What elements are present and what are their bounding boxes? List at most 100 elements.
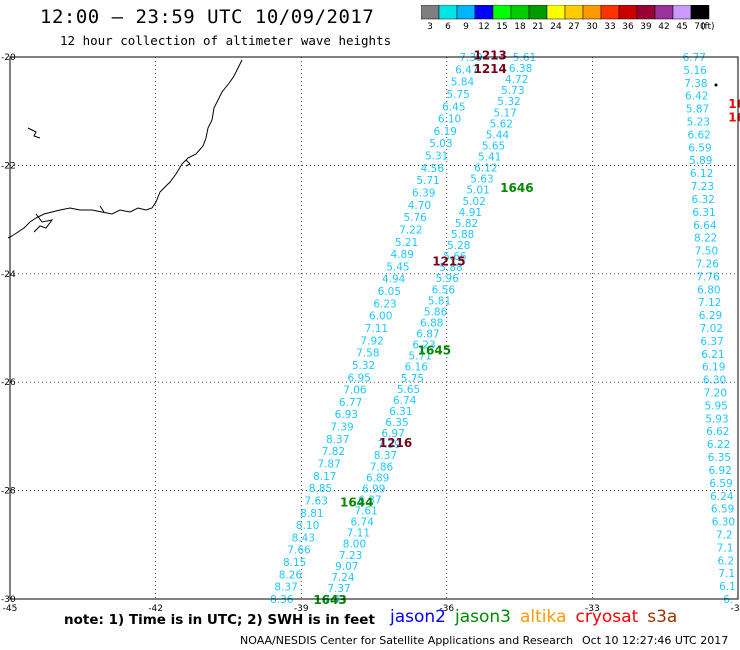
colorbar-label: 45 bbox=[676, 22, 687, 31]
lon-tick-label: -42 bbox=[148, 604, 163, 614]
colorbar-label: 18 bbox=[514, 22, 526, 31]
wave-height-value: 5.03 bbox=[429, 138, 452, 150]
pass-time-label: 1216 bbox=[379, 436, 412, 450]
wave-height-value: 7.06 bbox=[343, 385, 367, 397]
wave-height-value: 7.02 bbox=[700, 323, 723, 335]
wave-height-value: 5.71 bbox=[408, 351, 431, 363]
wave-height-value: 6.45 bbox=[442, 101, 465, 113]
wave-height-value: 6.23 bbox=[412, 340, 435, 352]
credit-text: NOAA/NESDIS Center for Satellite Applica… bbox=[240, 634, 574, 647]
wave-height-value: 6.74 bbox=[393, 395, 417, 407]
wave-height-value: 5.61 bbox=[513, 52, 536, 64]
wave-height-value: 6.30 bbox=[703, 375, 726, 387]
pass-time-label: 1643 bbox=[313, 593, 346, 607]
map-title: 12:00 – 23:59 UTC 10/09/2017 bbox=[40, 6, 375, 28]
wave-height-value: 5.62 bbox=[490, 118, 513, 130]
wave-height-value: 6.93 bbox=[335, 409, 358, 421]
wave-height-value: 6.47 bbox=[455, 64, 478, 76]
wave-height-value: 5.32 bbox=[352, 360, 375, 372]
wave-height-value: 5.66 bbox=[443, 251, 467, 263]
wave-height-value: 5.88 bbox=[439, 262, 462, 274]
wave-height-value: 7.11 bbox=[347, 528, 370, 540]
legend-item-jason2: jason2 bbox=[390, 607, 446, 627]
wave-height-value: 5.16 bbox=[683, 65, 707, 77]
wave-height-value: 6.24 bbox=[710, 491, 734, 503]
colorbar: 3 6 9 12 15 18 21 24 27 30 33 36 39 42 45 70(ft) bbox=[421, 5, 715, 31]
pass-time-label: 161 bbox=[728, 111, 740, 125]
colorbar-label: 6 bbox=[445, 22, 451, 31]
colorbar-label: 12 bbox=[478, 22, 489, 31]
coastline-path bbox=[7, 59, 243, 239]
colorbar-label: 24 bbox=[550, 22, 562, 31]
axis-ticks: -45 -42 -39 -36 -33 -30 -20 -22 -24 -26 -28 -30 bbox=[1, 53, 740, 614]
wave-height-value: 7.39 bbox=[378, 439, 401, 451]
wave-height-value: 6.19 bbox=[702, 362, 725, 374]
colorbar-label: 27 bbox=[568, 22, 579, 31]
wave-height-value: 4.70 bbox=[408, 200, 431, 212]
wave-height-value: 6.95 bbox=[348, 372, 371, 384]
wave-height-value: 8.00 bbox=[343, 539, 366, 551]
wave-height-value: 6.87 bbox=[416, 329, 439, 341]
coastline bbox=[7, 59, 243, 239]
legend-item-jason3: jason3 bbox=[455, 607, 511, 627]
wave-height-value: 6.12 bbox=[474, 163, 497, 175]
wave-height-value: 6.62 bbox=[687, 129, 710, 141]
wave-height-value: 5.65 bbox=[397, 384, 420, 396]
credit-date: Oct 10 12:27:46 UTC 2017 bbox=[582, 634, 729, 647]
wave-height-value: 6.74 bbox=[351, 517, 375, 529]
satellite-legend: jason2 jason3 altika cryosat s3a bbox=[390, 607, 686, 627]
wave-height-value: 6.31 bbox=[692, 207, 715, 219]
wave-height-value: 6.39 bbox=[412, 188, 435, 200]
wave-height-value: 6.12 bbox=[690, 168, 713, 180]
wave-height-value: 6.62 bbox=[706, 426, 729, 438]
map-frame bbox=[9, 56, 739, 600]
colorbar-label: 42 bbox=[658, 22, 669, 31]
pass-time-label: 1214 bbox=[473, 62, 506, 76]
wave-height-value: 7.24 bbox=[331, 572, 355, 584]
legend-item-s3a: s3a bbox=[647, 607, 678, 627]
wave-height-value: 6.32 bbox=[692, 194, 715, 206]
wave-height-value: 7.11 bbox=[365, 323, 388, 335]
wave-height-value: 5.75 bbox=[401, 373, 424, 385]
wave-height-value: 5.71 bbox=[416, 175, 439, 187]
altimeter-tracks: 7.396.475.845.756.456.106.195.035.314.56… bbox=[270, 52, 736, 606]
wave-height-value: 6.31 bbox=[389, 406, 412, 418]
pass-time-label: 1645 bbox=[418, 344, 451, 358]
wave-height-value: 4.56 bbox=[421, 163, 445, 175]
wave-height-value: 6.89 bbox=[366, 472, 389, 484]
lon-tick-label: -39 bbox=[294, 604, 309, 614]
wave-height-value: 7.58 bbox=[356, 348, 379, 360]
wave-height-value: 6.77 bbox=[339, 397, 362, 409]
lat-tick-label: -26 bbox=[1, 378, 16, 388]
wave-height-value: 6.1 bbox=[719, 581, 736, 593]
wave-height-value: 6.77 bbox=[683, 52, 706, 64]
wave-height-value: 5.87 bbox=[686, 104, 709, 116]
wave-height-value: 7.66 bbox=[287, 545, 311, 557]
wave-height-value: 5.89 bbox=[689, 155, 712, 167]
colorbar-label: 15 bbox=[496, 22, 507, 31]
wave-height-value: 5.63 bbox=[470, 174, 493, 186]
wave-height-value: 7.20 bbox=[704, 388, 727, 400]
wave-height-value: 7.37 bbox=[327, 583, 350, 595]
wave-height-value: 8.10 bbox=[296, 520, 319, 532]
wave-height-value: 7.63 bbox=[305, 495, 328, 507]
wave-height-value: 6.16 bbox=[405, 362, 429, 374]
wave-height-value: 6.59 bbox=[711, 504, 734, 516]
wave-height-value: 6.37 bbox=[700, 336, 723, 348]
wave-height-value: 6.23 bbox=[373, 298, 396, 310]
wave-height-value: 7.2 bbox=[716, 529, 733, 541]
wave-height-value: 6. bbox=[723, 594, 733, 606]
wave-height-value: 6.35 bbox=[385, 417, 408, 429]
footer-note: note: 1) Time is in UTC; 2) SWH is in fe… bbox=[64, 612, 375, 628]
wave-height-value: 6.21 bbox=[701, 349, 724, 361]
wave-height-value: 9.07 bbox=[335, 561, 358, 573]
wave-height-value: 8.81 bbox=[300, 508, 323, 520]
wave-height-value: 8.85 bbox=[309, 483, 332, 495]
wave-height-value: 5.32 bbox=[497, 96, 520, 108]
wave-height-value: 7.39 bbox=[330, 422, 353, 434]
lat-tick-label: -20 bbox=[1, 53, 16, 63]
legend-item-altika: altika bbox=[520, 607, 567, 627]
lon-tick-label: -45 bbox=[3, 604, 18, 614]
wave-height-value: 8.36 bbox=[270, 594, 294, 606]
